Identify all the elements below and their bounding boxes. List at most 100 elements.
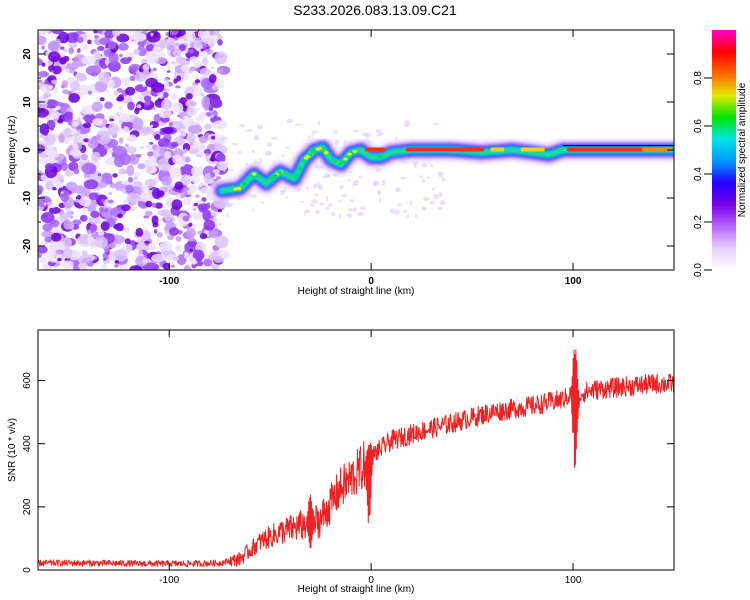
heatmap-cell (164, 78, 170, 82)
heatmap-cell (80, 254, 91, 263)
heatmap-cell (205, 153, 210, 157)
heatmap-cell (317, 182, 321, 189)
heatmap-cell (347, 152, 352, 156)
heatmap-cell (44, 179, 55, 191)
heatmap-cell (83, 44, 89, 50)
heatmap-cell (185, 100, 198, 108)
heatmap-cell (203, 219, 216, 231)
heatmap-cell (358, 176, 363, 179)
heatmap-cell (57, 118, 64, 124)
heatmap-cell (38, 155, 53, 165)
heatmap-cell (389, 208, 396, 214)
heatmap-cell (49, 219, 60, 228)
heatmap-cell (338, 214, 342, 218)
heatmap-cell (39, 257, 47, 263)
heatmap-cell (179, 128, 187, 137)
heatmap-cell (252, 149, 256, 153)
heatmap-cell (119, 53, 123, 58)
heatmap-cell (356, 211, 364, 217)
top-y-tick-label: 20 (22, 48, 33, 60)
heatmap-cell (125, 184, 134, 193)
heatmap-cell (190, 175, 201, 183)
heatmap-cell (82, 122, 92, 128)
heatmap-cell (253, 134, 260, 141)
heatmap-cell (169, 121, 173, 127)
heatmap-cell (107, 79, 115, 88)
heatmap-cell (400, 176, 407, 180)
heatmap-cell (144, 100, 151, 106)
heatmap-cell (51, 65, 62, 75)
heatmap-cell (378, 197, 381, 203)
heatmap-cell (200, 50, 208, 57)
heatmap-cell (199, 135, 208, 144)
heatmap-cell (170, 61, 176, 64)
heatmap-cell (73, 167, 80, 175)
heatmap-cell (85, 65, 102, 76)
heatmap-cell (74, 198, 80, 203)
heatmap-cell (88, 165, 96, 175)
heatmap-cell (426, 176, 430, 179)
heatmap-cell (378, 155, 383, 159)
heatmap-cell (189, 66, 196, 72)
heatmap-cell (72, 219, 82, 226)
heatmap-cell (172, 102, 184, 114)
heatmap-cell (201, 57, 208, 65)
heatmap-cell (195, 116, 203, 122)
heatmap-cell (191, 165, 205, 177)
heatmap-cell (360, 206, 366, 211)
heatmap-cell (305, 209, 310, 214)
heatmap-cell (107, 199, 114, 204)
heatmap-cell (424, 198, 431, 201)
heatmap-cell (197, 203, 211, 210)
heatmap-cell (211, 66, 215, 70)
heatmap-cell (64, 111, 73, 118)
heatmap-cell (44, 179, 49, 183)
heatmap-cell (114, 264, 119, 268)
heatmap-cell (233, 187, 238, 191)
heatmap-cell (213, 255, 224, 263)
heatmap-cell (174, 181, 184, 190)
top-y-tick-label: -20 (22, 238, 33, 253)
heatmap-cell (50, 203, 56, 209)
heatmap-cell (406, 214, 410, 218)
heatmap-cell (68, 42, 78, 48)
heatmap-cell (318, 120, 321, 126)
heatmap-cell (64, 139, 70, 145)
heatmap-cell (280, 189, 287, 193)
heatmap-cell (134, 242, 139, 245)
heatmap-cell (113, 90, 119, 96)
heatmap-cell (158, 39, 169, 49)
heatmap-cell (77, 117, 81, 122)
heatmap-cell (68, 47, 74, 55)
heatmap-cell (216, 68, 224, 74)
heatmap-cell (242, 182, 247, 186)
heatmap-cell (325, 206, 330, 210)
heatmap-cell (116, 87, 123, 93)
heatmap-cell (118, 168, 127, 175)
heatmap-cell (142, 84, 146, 87)
heatmap-cell (415, 213, 418, 219)
heatmap-cell (109, 182, 117, 189)
heatmap-cell (137, 201, 146, 207)
heatmap-cell (145, 44, 155, 52)
heatmap-cell (38, 245, 48, 254)
heatmap-cell (170, 264, 175, 268)
heatmap-cell (151, 144, 159, 151)
heatmap-cell (135, 227, 144, 237)
heatmap-cell (166, 254, 176, 262)
heatmap-cell (82, 207, 88, 214)
heatmap-cell (104, 101, 113, 109)
heatmap-cell (49, 244, 57, 251)
heatmap-cell (436, 206, 443, 210)
heatmap-cell (404, 120, 410, 124)
heatmap-cell (90, 210, 100, 218)
heatmap-cell (211, 85, 219, 91)
heatmap-cell (70, 128, 77, 134)
heatmap-cell (81, 55, 96, 65)
heatmap-cell (161, 99, 173, 110)
heatmap-cell (45, 145, 55, 155)
heatmap-cell (78, 262, 90, 270)
heatmap-cell (338, 199, 343, 203)
heatmap-cell (183, 115, 190, 121)
heatmap-cell (139, 126, 155, 135)
